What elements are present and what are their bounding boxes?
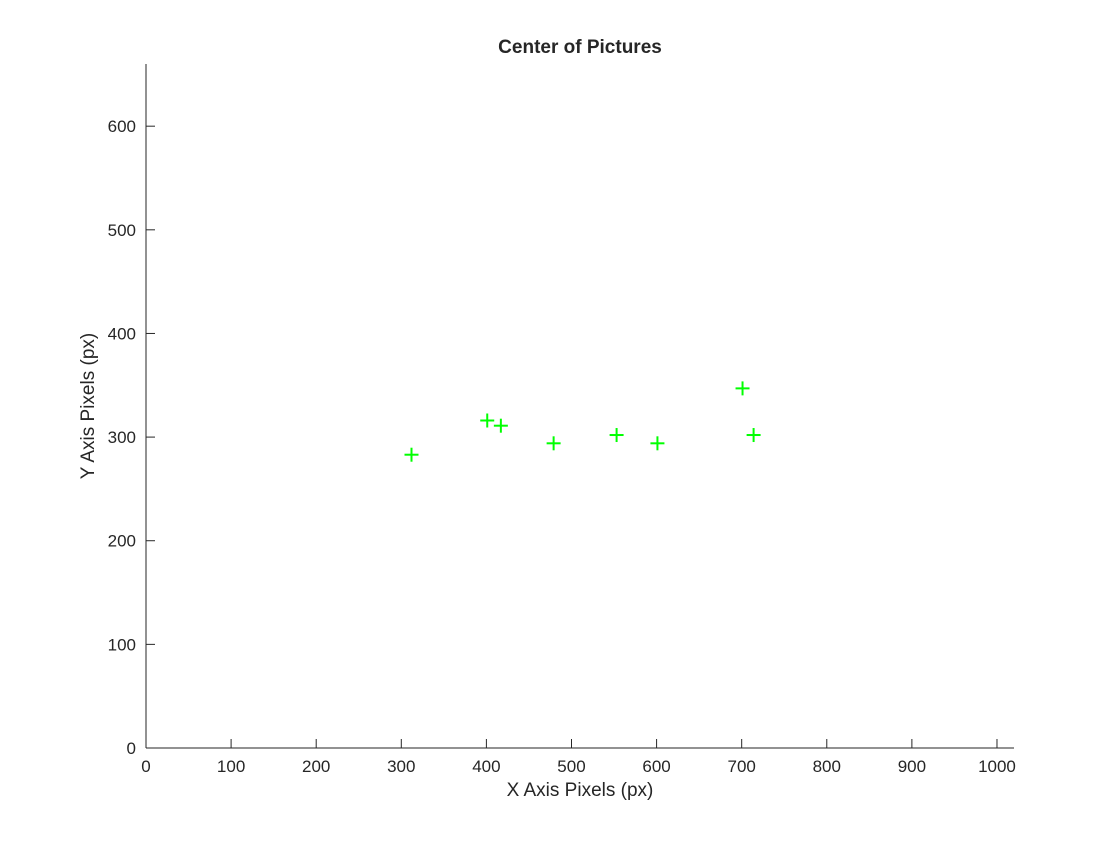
x-tick-label: 500: [557, 757, 585, 776]
x-tick-label: 400: [472, 757, 500, 776]
x-tick-label: 600: [642, 757, 670, 776]
x-tick-label: 1000: [978, 757, 1016, 776]
y-tick-label: 400: [108, 324, 136, 343]
y-axis-label: Y Axis Pixels (px): [78, 333, 99, 479]
y-tick-label: 200: [108, 532, 136, 551]
data-points: [404, 381, 761, 462]
data-point-marker: [650, 436, 665, 451]
x-ticks: 0 100 200 300 400 500 600 700 800 900 1000: [141, 739, 1016, 776]
data-point-marker: [746, 428, 761, 443]
data-point-marker: [404, 447, 419, 462]
x-tick-label: 200: [302, 757, 330, 776]
x-tick-label: 700: [727, 757, 755, 776]
data-point-marker: [480, 413, 495, 428]
y-tick-label: 100: [108, 635, 136, 654]
data-point-marker: [609, 428, 624, 443]
y-tick-label: 600: [108, 117, 136, 136]
data-point-marker: [546, 436, 561, 451]
x-axis-label: X Axis Pixels (px): [507, 780, 654, 801]
x-tick-label: 900: [898, 757, 926, 776]
x-tick-label: 100: [217, 757, 245, 776]
y-tick-label: 0: [127, 739, 136, 758]
x-tick-label: 300: [387, 757, 415, 776]
x-tick-label: 800: [813, 757, 841, 776]
data-point-marker: [493, 418, 508, 433]
y-tick-label: 500: [108, 221, 136, 240]
y-tick-label: 300: [108, 428, 136, 447]
data-point-marker: [735, 381, 750, 396]
x-tick-label: 0: [141, 757, 150, 776]
y-ticks: 0 100 200 300 400 500 600: [108, 117, 155, 758]
chart-title: Center of Pictures: [498, 37, 662, 58]
axes: [145, 64, 1014, 749]
